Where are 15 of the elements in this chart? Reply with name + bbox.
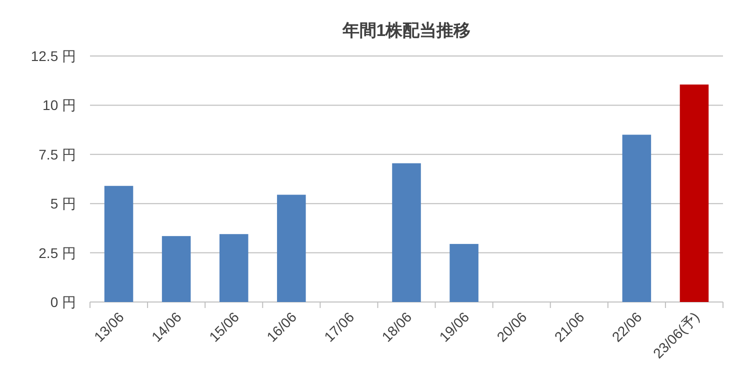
- y-tick-label: 5 円: [50, 196, 76, 212]
- y-tick-label: 2.5 円: [38, 244, 76, 261]
- bar: [680, 84, 709, 302]
- y-tick-label: 7.5 円: [38, 146, 76, 162]
- bar: [219, 234, 248, 302]
- bar: [277, 194, 306, 302]
- bar: [450, 244, 478, 302]
- y-tick-label: 10 円: [42, 97, 76, 114]
- bar: [104, 186, 134, 302]
- bar: [162, 236, 191, 302]
- bar: [392, 163, 421, 302]
- chart-title: 年間1株配当推移: [341, 21, 471, 40]
- bar: [622, 134, 652, 302]
- y-tick-label: 0 円: [50, 294, 76, 310]
- y-tick-label: 12.5 円: [30, 48, 76, 64]
